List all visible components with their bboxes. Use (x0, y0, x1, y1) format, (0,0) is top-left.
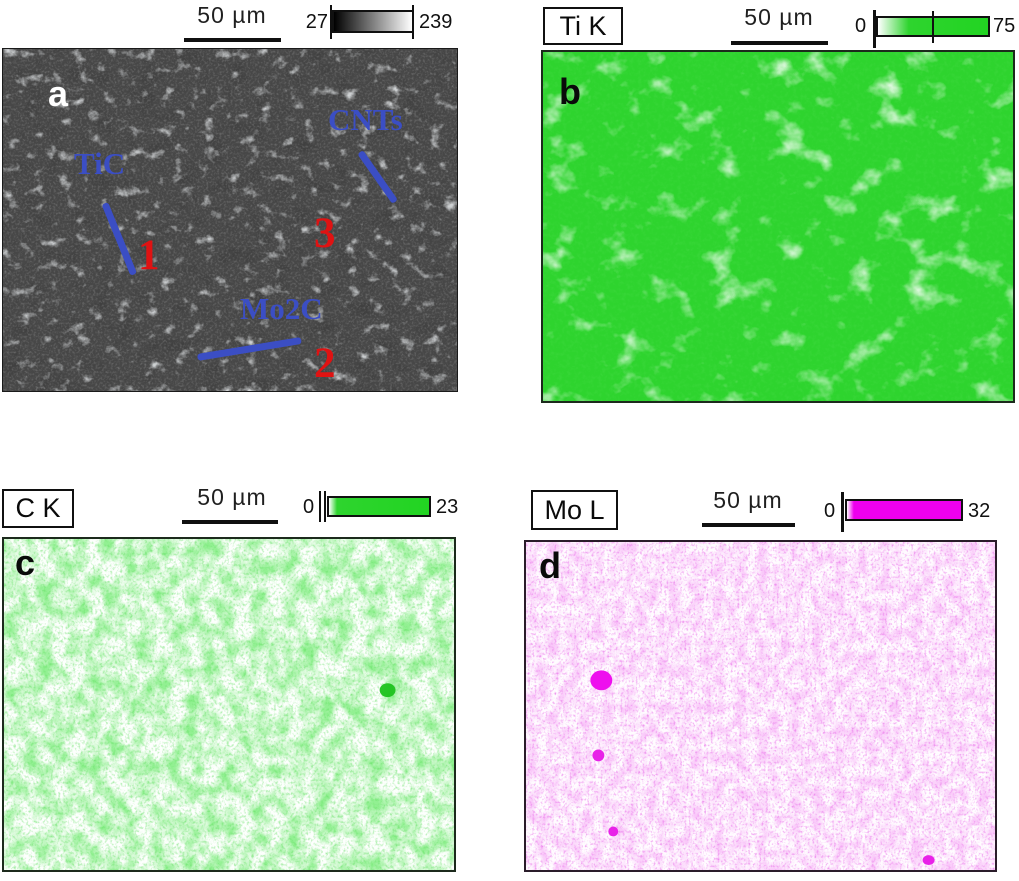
panel-c-scalebar-line (182, 520, 278, 524)
panel-d-element-label: Mo L (531, 490, 618, 530)
panel-b-scalebar-label: 50 µm (744, 4, 814, 30)
annotation-tic-label: TiC (74, 146, 126, 181)
panel-d-colorbar-max: 32 (968, 500, 991, 522)
panel-a-colorbar-tick-right (412, 5, 414, 39)
panel-b-scalebar-line (731, 41, 828, 45)
panel-c-colorbar-min: 0 (303, 496, 315, 518)
panel-b-element-label: Ti K (543, 7, 623, 45)
panel-b-eds-map-ti (541, 50, 1015, 403)
panel-a-scalebar-line (184, 38, 281, 42)
annotation-cnts-label: CNTs (328, 102, 403, 137)
panel-b-colorbar-min: 0 (855, 15, 867, 37)
panel-a-letter: a (48, 73, 69, 114)
panel-b-colorbar-tick-left (873, 10, 876, 48)
annotation-region-1: 1 (138, 232, 160, 279)
panel-c-colorbar-max: 23 (436, 496, 459, 518)
ti-map-texture (543, 52, 1013, 401)
panel-b-colorbar-max: 75 (993, 15, 1016, 37)
panel-c-eds-map-c (2, 537, 456, 872)
panel-a-colorbar-tick-left (330, 5, 332, 39)
panel-d-colorbar-tick-left (841, 492, 844, 532)
panel-a-sem-image (2, 48, 458, 392)
panel-d-eds-map-mo (524, 540, 997, 872)
mo-map-texture (526, 542, 995, 870)
panel-a-colorbar-max: 239 (419, 11, 453, 33)
panel-c-colorbar-tick-left2 (324, 491, 326, 522)
panel-a-colorbar-min: 27 (305, 11, 328, 33)
panel-a-colorbar (332, 10, 414, 33)
panel-c-colorbar-tick-left1 (319, 491, 321, 522)
c-map-texture (4, 539, 454, 870)
panel-c-scalebar-label: 50 µm (197, 484, 267, 510)
annotation-mo2c-label: Mo2C (240, 291, 323, 326)
panel-c-letter: c (15, 542, 36, 583)
panel-c-element-label: C K (2, 489, 74, 528)
sem-texture (3, 49, 457, 391)
panel-d-letter: d (539, 545, 561, 586)
panel-b-letter: b (559, 71, 581, 112)
panel-a-scalebar-label: 50 µm (197, 2, 267, 28)
panel-c-colorbar (327, 496, 431, 517)
panel-d-colorbar (845, 499, 963, 521)
panel-d-colorbar-min: 0 (824, 500, 836, 522)
panel-d-scalebar-line (702, 523, 795, 527)
annotation-region-3: 3 (314, 210, 336, 257)
panel-b-colorbar-tick-mid (932, 11, 934, 43)
panel-d-scalebar-label: 50 µm (713, 487, 783, 513)
annotation-region-2: 2 (314, 340, 336, 387)
